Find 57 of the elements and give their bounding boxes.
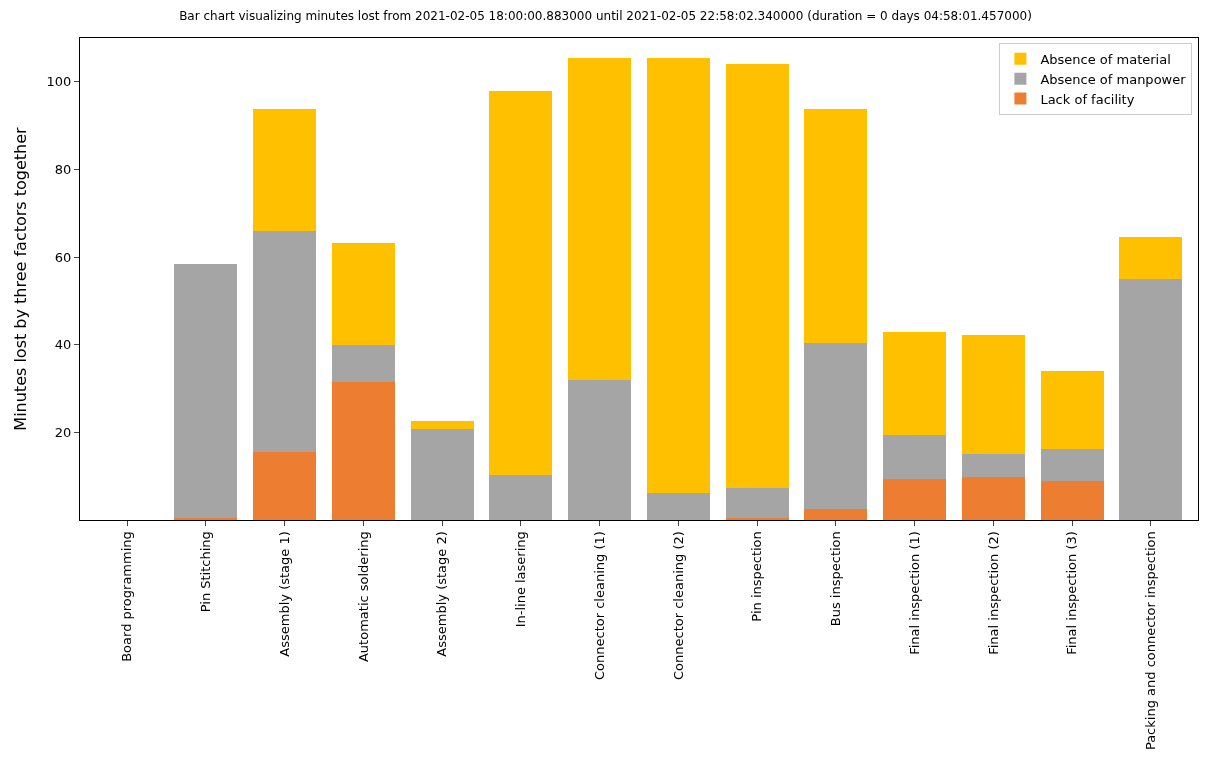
bar	[1040, 448, 1104, 482]
bar	[410, 429, 474, 520]
x-tick-label: Board programming	[119, 531, 135, 662]
bar	[331, 243, 395, 345]
bar	[489, 475, 553, 520]
bar	[961, 335, 1025, 454]
x-tick-label: Bus inspection	[828, 531, 844, 627]
bar	[1119, 279, 1183, 520]
bar	[331, 344, 395, 382]
bar	[331, 381, 395, 520]
x-tick-label: Final inspection (3)	[1064, 531, 1080, 655]
bar	[725, 63, 789, 489]
x-tick-label: Pin inspection	[749, 531, 765, 622]
x-tick-label: Packing and connector inspection	[1142, 531, 1158, 751]
legend-label: Absence of material	[1040, 51, 1171, 67]
bar	[1040, 370, 1104, 449]
bar	[725, 517, 789, 520]
legend-label: Lack of facility	[1040, 91, 1135, 107]
y-tick-label: 100	[46, 74, 72, 90]
bar	[253, 451, 317, 520]
y-tick-label: 60	[54, 249, 72, 265]
bar	[804, 108, 868, 343]
x-tick-label: Connector cleaning (1)	[591, 531, 607, 680]
bar	[568, 58, 632, 380]
y-tick-label: 80	[54, 162, 72, 177]
x-tick-label: Automatic soldering	[355, 531, 371, 663]
bar	[1040, 481, 1104, 520]
bar	[961, 453, 1025, 478]
y-tick-label: 20	[54, 424, 72, 440]
bar	[883, 434, 947, 480]
x-tick-label: In-line lasering	[513, 531, 529, 628]
y-axis-title: Minutes lost by three factors together	[11, 126, 31, 431]
legend-label: Absence of manpower	[1040, 71, 1187, 87]
x-tick-label: Final inspection (2)	[985, 531, 1001, 655]
x-tick-label: Pin Stitching	[198, 531, 214, 613]
bar	[174, 517, 238, 520]
bar	[725, 488, 789, 518]
chart-title: Bar chart visualizing minutes lost from 2021-02-05 18:00:00.883000 until 2021-02-05 22:58:02.340000 (duration = 0 days 04:58:01.457000)	[179, 8, 1032, 23]
bar	[253, 109, 317, 232]
x-tick-label: Connector cleaning (2)	[670, 531, 686, 680]
bar	[646, 493, 710, 520]
bar	[961, 477, 1025, 520]
bar	[804, 342, 868, 510]
y-tick-label: 40	[54, 337, 72, 353]
bar	[1119, 236, 1183, 280]
bar	[174, 263, 238, 518]
bar	[568, 379, 632, 520]
bar	[489, 91, 553, 476]
bar	[883, 332, 947, 435]
x-tick-label: Assembly (stage 1)	[276, 531, 292, 657]
x-tick-label: Final inspection (1)	[906, 531, 922, 655]
bar	[253, 231, 317, 452]
bar	[646, 58, 710, 494]
x-tick-label: Assembly (stage 2)	[434, 531, 450, 657]
bar	[410, 420, 474, 430]
bar	[883, 479, 947, 520]
bar	[804, 509, 868, 520]
